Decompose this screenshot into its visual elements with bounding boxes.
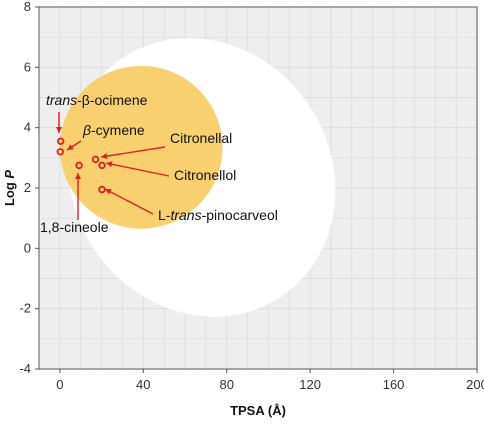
point-citronellol xyxy=(98,161,106,170)
point-beta-cymene xyxy=(56,148,64,156)
y-tick-label: 6 xyxy=(24,59,31,74)
label-part: Citronellal xyxy=(170,130,232,146)
point-l-trans-pinocarveol xyxy=(98,185,106,194)
label-1-8-cineole: 1,8-cineole xyxy=(40,219,109,235)
label-citronellol: Citronellol xyxy=(174,167,236,183)
label-l-trans-pinocarveol: L-trans-pinocarveol xyxy=(158,207,278,223)
point-citronellal xyxy=(91,155,100,164)
label-part: 1,8-cineole xyxy=(40,219,109,235)
label-part: Citronellol xyxy=(174,167,236,183)
label-part: -β-ocimene xyxy=(77,92,148,108)
label-beta-cymene: β-cymene xyxy=(82,122,145,138)
x-tick-label: 80 xyxy=(219,377,233,392)
annotation-arrow-line xyxy=(105,162,170,177)
annotation-arrow-head xyxy=(101,153,108,160)
annotation-arrows xyxy=(56,112,170,220)
label-part: -pinocarveol xyxy=(202,207,278,223)
label-part: trans xyxy=(170,207,201,223)
yolk-ellipse-region xyxy=(59,65,223,229)
y-tick-label: 4 xyxy=(24,120,31,135)
y-tick-label: 0 xyxy=(24,240,31,255)
annotation-arrow-head xyxy=(105,189,112,195)
point-1-8-cineole xyxy=(75,161,83,170)
annotation-arrow-head xyxy=(75,173,81,179)
label-part: -cymene xyxy=(91,122,145,138)
x-tick-label: 160 xyxy=(383,377,405,392)
x-tick-label: 0 xyxy=(56,377,63,392)
annotation-arrow-head xyxy=(106,161,113,168)
y-axis-label-main: Log xyxy=(2,179,17,206)
y-tick-label: -4 xyxy=(19,361,31,376)
annotation-arrow-line xyxy=(100,146,166,158)
label-part: β xyxy=(82,122,91,138)
y-tick-label: 2 xyxy=(24,180,31,195)
x-tick-label: 120 xyxy=(299,377,321,392)
annotation-arrow-head xyxy=(67,144,74,150)
y-tick-label: -2 xyxy=(19,301,31,316)
point-trans-beta-ocimene xyxy=(56,137,65,145)
y-axis-label-italic: P xyxy=(2,170,17,179)
label-part: trans xyxy=(46,92,77,108)
x-tick-label: 40 xyxy=(136,377,150,392)
x-axis-label: TPSA (Å) xyxy=(230,403,286,418)
annotation-arrow-head xyxy=(56,127,62,133)
points xyxy=(56,137,106,194)
ticks: 0 40 80 120 160 200 -4 -2 0 2 4 6 8 xyxy=(19,0,484,392)
y-axis-label: Log P xyxy=(2,170,17,206)
label-trans-beta-ocimene: trans-β-ocimene xyxy=(46,92,148,108)
annotation-arrow-line xyxy=(104,188,154,215)
x-tick-label: 200 xyxy=(466,377,484,392)
label-part: L- xyxy=(158,207,171,223)
y-tick-label: 8 xyxy=(24,0,31,14)
label-citronellal: Citronellal xyxy=(170,130,232,146)
